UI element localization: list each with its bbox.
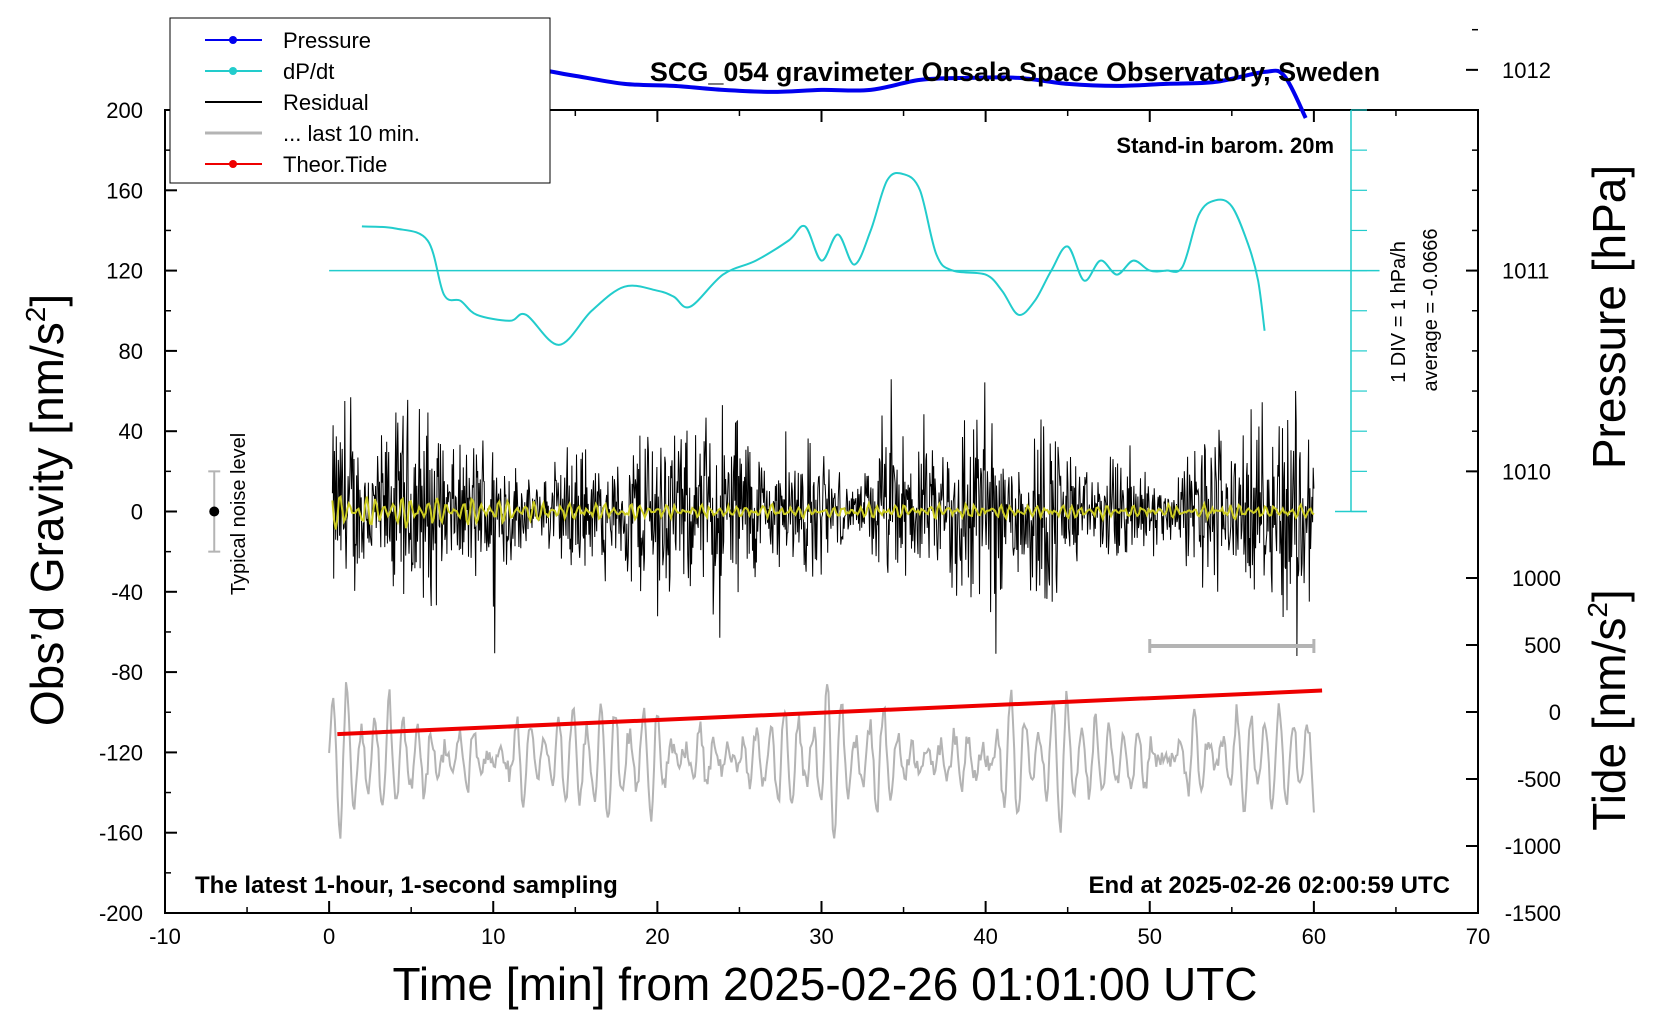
noise-dot [209, 506, 220, 517]
y-tick-label: 120 [106, 259, 143, 284]
bottom-left-annotation: The latest 1-hour, 1-second sampling [195, 872, 618, 899]
residual-smooth-line [331, 494, 1315, 530]
last10-line [328, 682, 1315, 839]
y-tick-label: -200 [99, 901, 143, 926]
y-tick-label: -160 [99, 821, 143, 846]
tide-tick-label: -500 [1517, 767, 1561, 792]
dpdt-line [361, 171, 1266, 346]
dpdt-div-label: 1 DIV = 1 hPa/h [1388, 241, 1410, 383]
legend: Pressure dP/dt Residual ... last 10 min. The… [169, 17, 551, 184]
bottom-right-annotation: End at 2025-02-26 02:00:59 UTC [1089, 872, 1451, 899]
x-tick-label: 60 [1302, 924, 1326, 949]
tide-squared-superscript: 2 [1582, 602, 1613, 618]
y-tick-label: 160 [106, 178, 143, 203]
tide-tick-label: -1500 [1505, 901, 1561, 926]
last10-bracket [1148, 639, 1316, 654]
squared-superscript: 2 [20, 307, 51, 323]
legend-label: Theor.Tide [283, 152, 387, 177]
y-axis-label-tide: Tide [nm/s2] [1582, 589, 1635, 830]
pressure-tick-label: 1010 [1502, 459, 1551, 484]
y-tick-label: -120 [99, 740, 143, 765]
legend-label: Pressure [283, 28, 371, 53]
y-axis-label-gravity: Obs’d Gravity [nm/s2] [20, 294, 73, 726]
dpdt-average-label: average = -0.0666 [1420, 229, 1442, 392]
residual-line [331, 379, 1315, 657]
x-tick-label: 10 [481, 924, 505, 949]
y-axis-label-pressure: Pressure [hPa] [1583, 165, 1635, 469]
x-tick-label: 30 [809, 924, 833, 949]
tide-tick-label: -1000 [1505, 834, 1561, 859]
x-tick-label: 50 [1138, 924, 1162, 949]
noise-level-label: Typical noise level [228, 433, 250, 595]
pressure-tick-label: 1011 [1502, 259, 1549, 284]
y-axis-gravity: -200 -160 -120 -80 -40 0 40 80 120 160 200 [99, 98, 177, 926]
y-tick-label: 0 [131, 500, 143, 525]
legend-marker [229, 36, 237, 44]
tide-tick-label: 0 [1549, 700, 1561, 725]
legend-box [169, 17, 551, 184]
barom-annotation: Stand-in barom. 20m [1116, 133, 1334, 158]
y-tick-label: -80 [111, 660, 143, 685]
tide-tick-label: 500 [1524, 633, 1561, 658]
legend-label: Residual [283, 90, 369, 115]
y-tick-label: 80 [119, 339, 143, 364]
y-tick-label: -40 [111, 580, 143, 605]
x-axis-label: Time [min] from 2025-02-26 01:01:00 UTC [393, 958, 1258, 1010]
y-tick-label: 40 [119, 419, 143, 444]
legend-label: ... last 10 min. [283, 121, 420, 146]
y-tick-label: 200 [106, 98, 143, 123]
x-tick-label: 40 [973, 924, 997, 949]
legend-label: dP/dt [283, 59, 334, 84]
chart-title: SCG_054 gravimeter Onsala Space Observat… [650, 57, 1380, 87]
y-axis-pressure: 1012 1011 1010 [1466, 28, 1551, 484]
x-tick-label: 20 [645, 924, 669, 949]
dpdt-scale-axis [1335, 109, 1367, 513]
tide-tick-label: 1000 [1512, 566, 1561, 591]
tide-line [337, 688, 1323, 737]
legend-marker [229, 67, 237, 75]
x-tick-label: 0 [323, 924, 335, 949]
legend-marker [229, 160, 237, 168]
y-axis-tide: 1000 500 0 -500 -1000 -1500 [1466, 566, 1561, 926]
pressure-tick-label: 1012 [1502, 58, 1551, 83]
x-tick-label: 70 [1466, 924, 1490, 949]
x-tick-label: -10 [149, 924, 181, 949]
noise-level-marker [208, 470, 221, 553]
